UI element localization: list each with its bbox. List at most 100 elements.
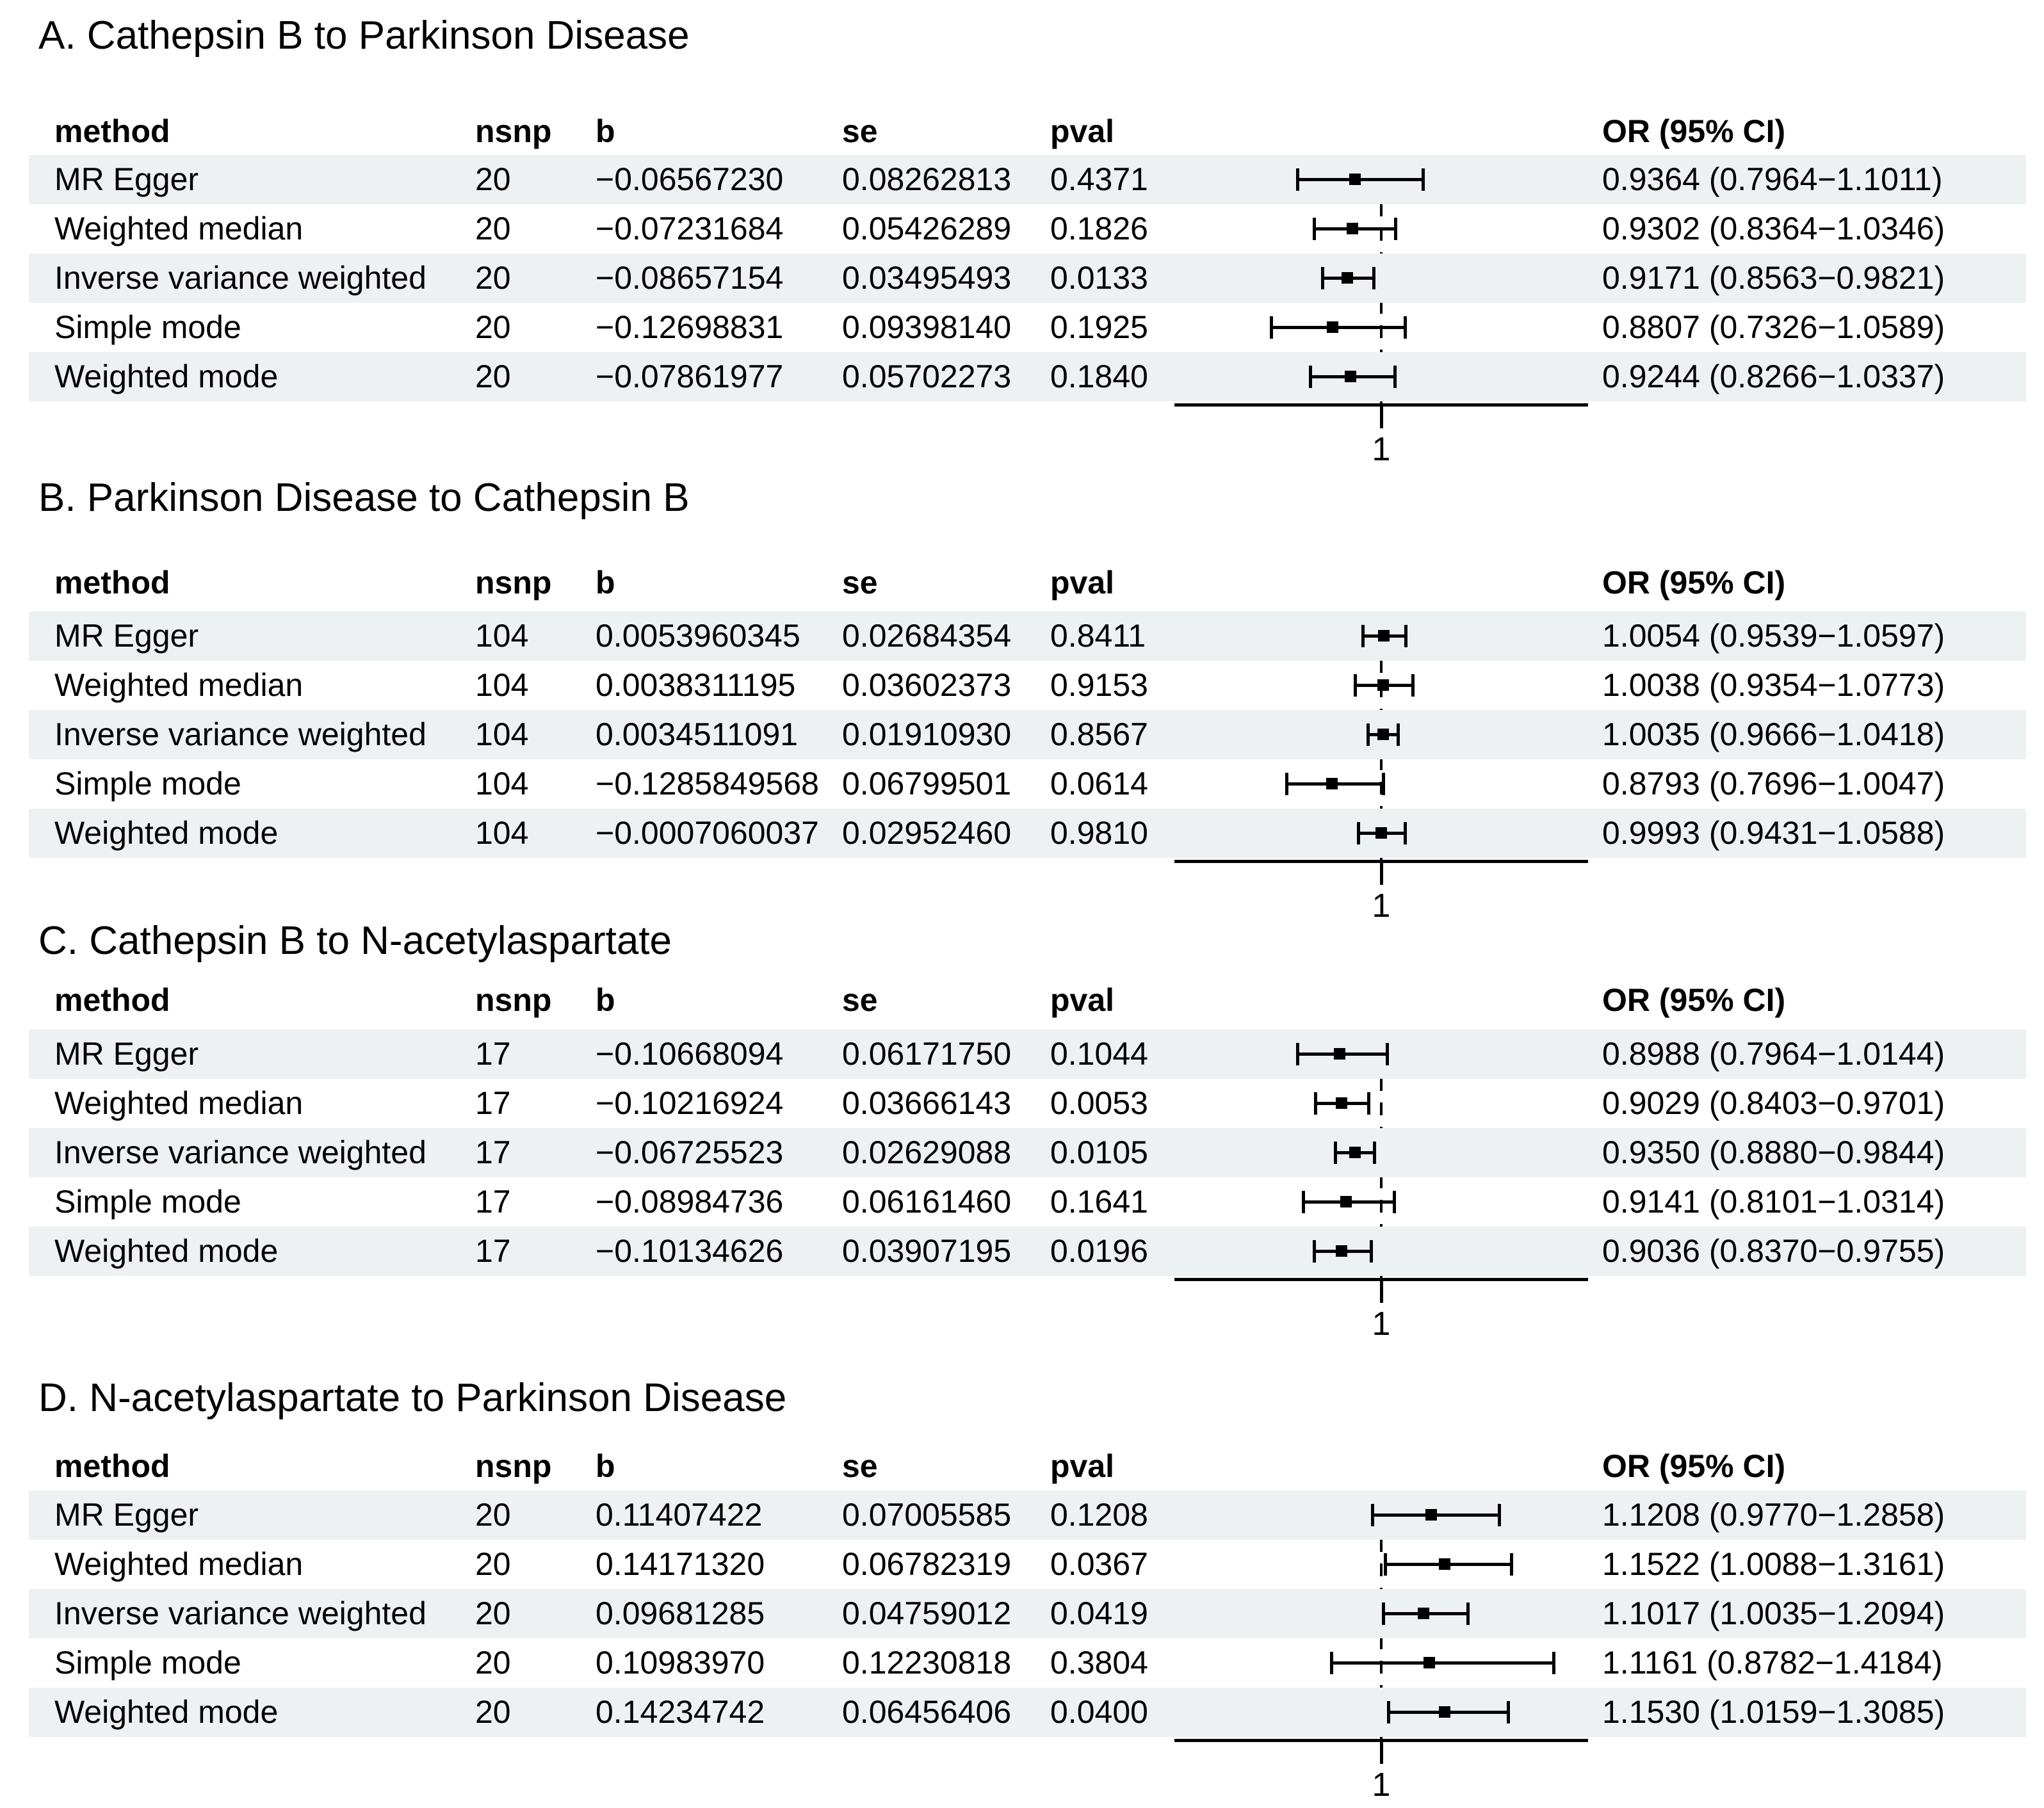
point-estimate-marker <box>1326 778 1338 789</box>
ci-cap-low <box>1334 1142 1338 1164</box>
or-ci-cell: 0.9244 (0.8266−1.0337) <box>1602 359 1945 394</box>
b-cell: 0.0038311195 <box>596 667 796 703</box>
nsnp-cell: 104 <box>475 766 529 802</box>
pval-cell: 0.0614 <box>1050 766 1148 802</box>
ci-line <box>1271 326 1406 329</box>
column-header-b: b <box>596 1448 615 1484</box>
se-cell: 0.06161460 <box>842 1184 1012 1220</box>
ci-cap-high <box>1404 625 1407 647</box>
nsnp-cell: 104 <box>475 618 529 654</box>
se-cell: 0.09398140 <box>842 309 1012 345</box>
ci-cap-high <box>1404 316 1407 339</box>
column-header-pval: pval <box>1050 565 1115 601</box>
pval-cell: 0.0105 <box>1050 1134 1148 1170</box>
method-cell: Simple mode <box>54 309 241 345</box>
b-cell: −0.06567230 <box>596 161 784 197</box>
column-header-b: b <box>596 113 615 149</box>
ci-cap-low <box>1296 168 1300 191</box>
x-axis-line <box>1174 403 1588 407</box>
ci-cap-low <box>1285 773 1288 795</box>
method-cell: Inverse variance weighted <box>54 716 426 752</box>
or-ci-cell: 1.1522 (1.0088−1.3161) <box>1602 1546 1945 1582</box>
table-row: MR Egger 20 −0.06567230 0.08262813 0.437… <box>0 155 2044 204</box>
b-cell: 0.09681285 <box>596 1595 765 1631</box>
panel-title: A. Cathepsin B to Parkinson Disease <box>38 13 690 58</box>
column-header-pval: pval <box>1050 1448 1115 1484</box>
row-stripe <box>29 1128 2026 1177</box>
table-row: Simple mode 20 −0.12698831 0.09398140 0.… <box>0 303 2044 352</box>
x-axis-line <box>1174 860 1588 863</box>
table-row: Simple mode 17 −0.08984736 0.06161460 0.… <box>0 1177 2044 1227</box>
ci-cap-low <box>1384 1553 1388 1576</box>
ci-cap-high <box>1497 1504 1501 1526</box>
b-cell: −0.0007060037 <box>596 815 819 851</box>
point-estimate-marker <box>1326 321 1338 333</box>
se-cell: 0.08262813 <box>842 161 1012 197</box>
column-header-pval: pval <box>1050 982 1115 1018</box>
b-cell: 0.0034511091 <box>596 716 799 752</box>
se-cell: 0.02629088 <box>842 1134 1012 1170</box>
point-estimate-marker <box>1344 371 1356 382</box>
or-ci-cell: 0.9141 (0.8101−1.0314) <box>1602 1184 1945 1220</box>
point-estimate-marker <box>1424 1657 1436 1668</box>
ci-cap-high <box>1393 366 1397 388</box>
se-cell: 0.03602373 <box>842 667 1012 703</box>
table-row: Weighted median 104 0.0038311195 0.03602… <box>0 661 2044 710</box>
b-cell: −0.08984736 <box>596 1184 784 1220</box>
or-ci-cell: 0.9029 (0.8403−0.9701) <box>1602 1085 1945 1121</box>
or-ci-cell: 0.9171 (0.8563−0.9821) <box>1602 260 1945 296</box>
point-estimate-marker <box>1438 1558 1450 1570</box>
nsnp-cell: 17 <box>475 1184 511 1220</box>
se-cell: 0.04759012 <box>842 1595 1012 1631</box>
b-cell: 0.10983970 <box>596 1645 765 1681</box>
point-estimate-marker <box>1340 1196 1352 1207</box>
method-cell: Weighted mode <box>54 1233 279 1269</box>
point-estimate-marker <box>1377 630 1390 642</box>
table-row: MR Egger 104 0.0053960345 0.02684354 0.8… <box>0 611 2044 661</box>
table-row: Inverse variance weighted 17 −0.06725523… <box>0 1128 2044 1177</box>
method-cell: Weighted mode <box>54 815 279 851</box>
pval-cell: 0.8567 <box>1050 716 1148 752</box>
column-header-method: method <box>54 565 170 601</box>
method-cell: Inverse variance weighted <box>54 1134 426 1170</box>
column-header-method: method <box>54 1448 170 1484</box>
ci-cap-high <box>1392 1191 1396 1213</box>
or-ci-cell: 1.0038 (0.9354−1.0773) <box>1602 667 1945 703</box>
b-cell: 0.14234742 <box>596 1694 765 1730</box>
x-axis-tick-label: 1 <box>1372 887 1391 924</box>
point-estimate-marker <box>1425 1509 1438 1521</box>
table-row: Weighted mode 20 0.14234742 0.06456406 0… <box>0 1688 2044 1737</box>
ci-cap-high <box>1397 723 1400 746</box>
nsnp-cell: 104 <box>475 815 529 851</box>
ci-line <box>1331 1661 1555 1665</box>
ci-cap-low <box>1386 1701 1390 1723</box>
column-header-se: se <box>842 565 878 601</box>
column-header-nsnp: nsnp <box>475 1448 552 1484</box>
ci-cap-high <box>1404 822 1407 844</box>
column-header-se: se <box>842 982 878 1018</box>
or-ci-cell: 0.8988 (0.7964−1.0144) <box>1602 1036 1945 1072</box>
or-ci-cell: 0.9993 (0.9431−1.0588) <box>1602 815 1945 851</box>
ci-cap-high <box>1552 1652 1556 1674</box>
ci-cap-high <box>1369 1240 1373 1263</box>
pval-cell: 0.4371 <box>1050 161 1148 197</box>
ci-cap-low <box>1356 822 1360 844</box>
pval-cell: 0.8411 <box>1050 618 1146 654</box>
ci-cap-low <box>1302 1191 1305 1213</box>
se-cell: 0.03666143 <box>842 1085 1012 1121</box>
ci-cap-low <box>1296 1043 1300 1065</box>
nsnp-cell: 20 <box>475 211 511 246</box>
column-header-or: OR (95% CI) <box>1602 1448 1786 1484</box>
column-header-method: method <box>54 982 170 1018</box>
se-cell: 0.05702273 <box>842 359 1012 394</box>
method-cell: Weighted median <box>54 211 304 246</box>
method-cell: Inverse variance weighted <box>54 260 426 296</box>
ci-cap-low <box>1353 674 1357 697</box>
pval-cell: 0.1925 <box>1050 309 1148 345</box>
pval-cell: 0.0196 <box>1050 1233 1148 1269</box>
